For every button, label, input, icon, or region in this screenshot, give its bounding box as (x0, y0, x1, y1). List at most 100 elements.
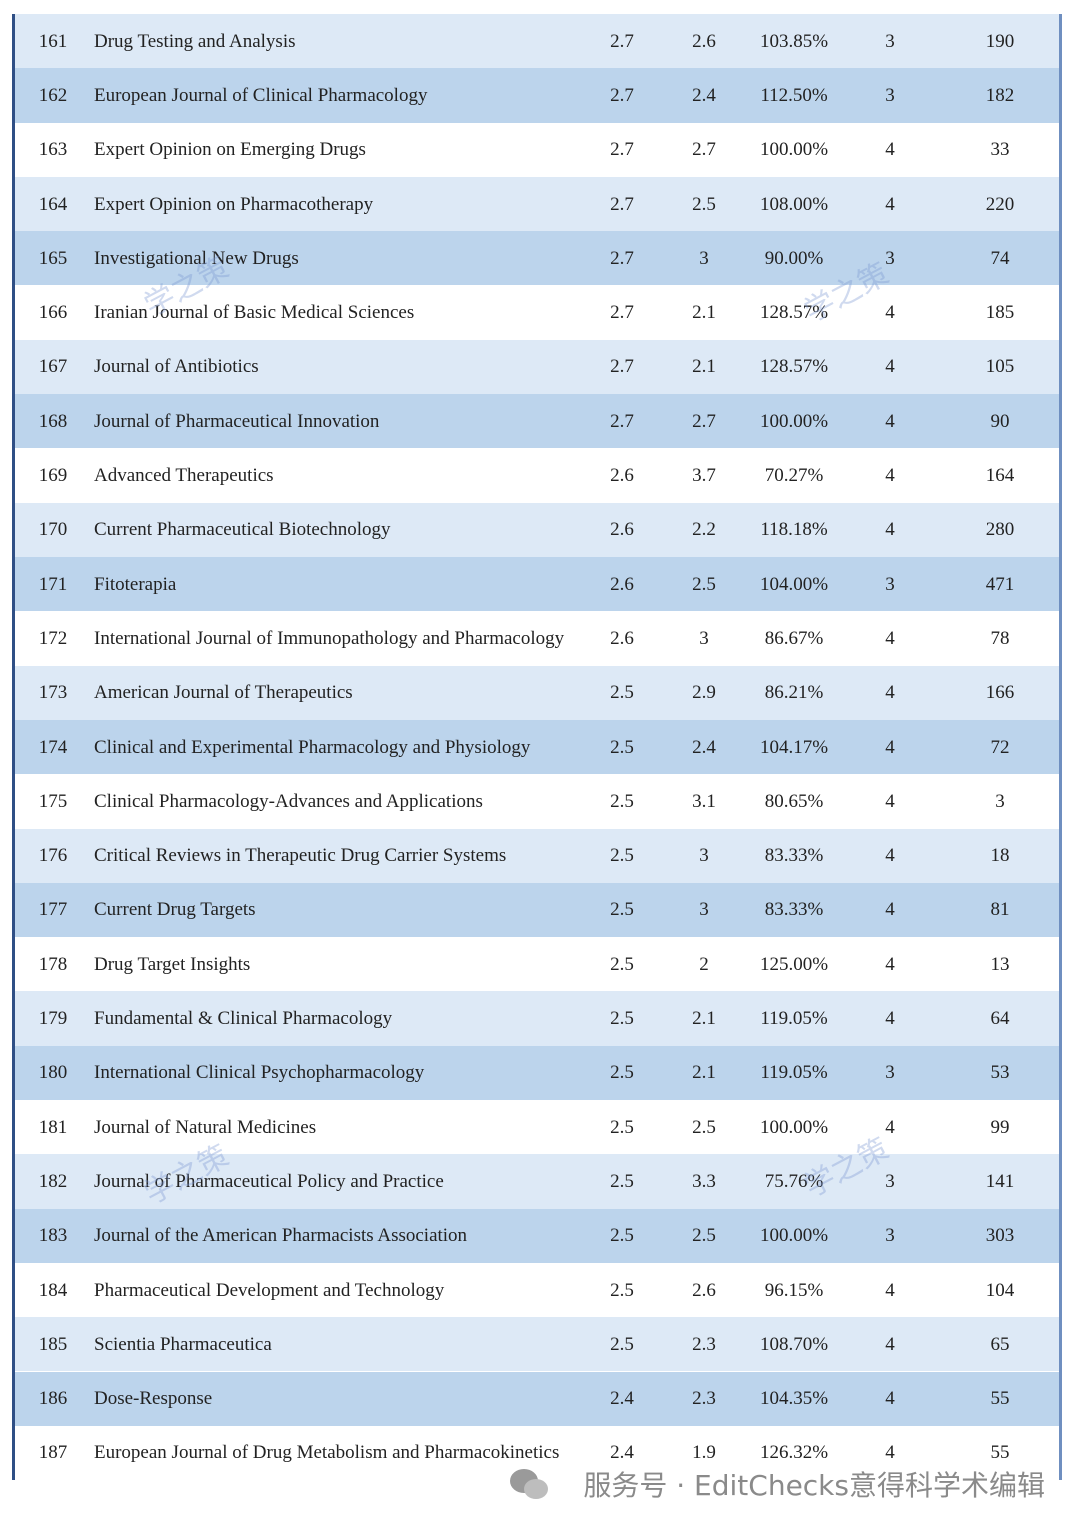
journal-name: Expert Opinion on Pharmacotherapy (94, 193, 374, 215)
rank: 175 (38, 790, 68, 812)
percent: 104.00% (759, 573, 829, 595)
journal-name: Clinical and Experimental Pharmacology a… (94, 736, 531, 758)
table-row: 187 European Journal of Drug Metabolism a… (15, 1425, 1060, 1481)
journal-name: International Journal of Immunopathology… (94, 627, 565, 649)
count: 90 (990, 410, 1010, 432)
count: 4 (885, 410, 895, 432)
percent: 119.05% (760, 1062, 828, 1084)
table-row: 168 Journal of Pharmaceutical Innovation 2… (15, 394, 1060, 449)
table-row: 169 Advanced Therapeutics 2.6 3.7 70.27% 4 164 (15, 448, 1060, 503)
table-row: 179 Fundamental & Clinical Pharmacology 2.… (15, 991, 1060, 1046)
count: 4 (885, 302, 895, 324)
value: 2.6 (692, 30, 716, 52)
rank: 173 (38, 682, 68, 704)
rank: 167 (38, 356, 68, 378)
count: 141 (985, 1170, 1015, 1192)
count: 190 (985, 30, 1015, 52)
table-row: 185 Scientia Pharmaceutica 2.5 2.3 108.70% 4 6… (15, 1317, 1060, 1372)
value: 2.3 (692, 1333, 716, 1355)
table-row: 161 Drug Testing and Analysis 2.7 2.6 103.85… (15, 14, 1060, 69)
table-row: 173 American Journal of Therapeutics 2.5 2.… (15, 665, 1060, 720)
value: 2.5 (610, 1279, 634, 1301)
journal-name: Iranian Journal of Basic Medical Science… (94, 302, 415, 324)
value: 2.5 (692, 1225, 716, 1247)
rank: 177 (38, 899, 68, 921)
value: 2.5 (610, 1116, 634, 1138)
count: 182 (985, 84, 1015, 106)
value: 3.1 (692, 790, 716, 812)
table-row: 180 International Clinical Psychopharmaco… (15, 1045, 1060, 1100)
count: 18 (990, 845, 1010, 867)
count: 3 (885, 30, 895, 52)
count: 105 (985, 356, 1015, 378)
journal-name: Fitoterapia (94, 573, 177, 595)
percent: 100.00% (759, 139, 829, 161)
count: 3 (885, 1170, 895, 1192)
percent: 104.35% (759, 1388, 829, 1410)
percent: 90.00% (764, 247, 824, 269)
value: 3 (699, 899, 709, 921)
value: 2.2 (692, 519, 716, 541)
rank: 165 (38, 247, 68, 269)
value: 2.5 (610, 682, 634, 704)
percent: 126.32% (759, 1442, 829, 1464)
table-row: 172 International Journal of Immunopathol… (15, 611, 1060, 666)
count: 4 (885, 1116, 895, 1138)
percent: 83.33% (764, 845, 824, 867)
rank: 185 (38, 1333, 68, 1355)
count: 99 (990, 1116, 1010, 1138)
count: 4 (885, 519, 895, 541)
count: 4 (885, 1442, 895, 1464)
value: 2.5 (692, 1116, 716, 1138)
count: 33 (990, 139, 1010, 161)
table-row: 178 Drug Target Insights 2.5 2 125.00% 4 13 (15, 937, 1060, 992)
value: 2.6 (692, 1279, 716, 1301)
count: 164 (985, 465, 1015, 487)
value: 2.5 (610, 1225, 634, 1247)
journal-name: Journal of Antibiotics (94, 356, 259, 378)
value: 2 (699, 953, 709, 975)
value: 3 (699, 845, 709, 867)
rank: 161 (38, 30, 68, 52)
percent: 112.50% (760, 84, 828, 106)
value: 2.5 (610, 1062, 634, 1084)
percent: 100.00% (759, 410, 829, 432)
rank: 183 (38, 1225, 68, 1247)
table-border (12, 14, 15, 1480)
count: 81 (990, 899, 1010, 921)
journal-name: Advanced Therapeutics (94, 465, 274, 487)
value: 3.3 (692, 1170, 716, 1192)
count: 280 (985, 519, 1015, 541)
value: 2.5 (610, 1333, 634, 1355)
value: 2.5 (610, 790, 634, 812)
count: 104 (985, 1279, 1015, 1301)
footer: 服务号 · EditChecks意得科学术编辑 (583, 1469, 1045, 1502)
value: 2.7 (610, 84, 634, 106)
percent: 118.18% (760, 519, 828, 541)
value: 2.4 (610, 1442, 634, 1464)
count: 55 (990, 1442, 1010, 1464)
value: 2.7 (692, 410, 716, 432)
journal-name: Journal of Natural Medicines (94, 1116, 317, 1138)
rank: 180 (38, 1062, 68, 1084)
journal-name: Clinical Pharmacology-Advances and Appli… (94, 790, 483, 812)
journal-name: Journal of Pharmaceutical Innovation (94, 410, 380, 432)
percent: 119.05% (760, 1008, 828, 1030)
table-row: 182 Journal of Pharmaceutical Policy and … (15, 1154, 1060, 1209)
percent: 125.00% (759, 953, 829, 975)
journal-name: Drug Testing and Analysis (94, 30, 296, 52)
count: 4 (885, 845, 895, 867)
percent: 104.17% (759, 736, 829, 758)
table-row: 165 Investigational New Drugs 2.7 3 90.00% 3 7… (15, 231, 1060, 286)
count: 13 (990, 953, 1010, 975)
percent: 86.21% (764, 682, 824, 704)
rank: 172 (38, 627, 68, 649)
count: 220 (985, 193, 1015, 215)
count: 4 (885, 1333, 895, 1355)
count: 4 (885, 356, 895, 378)
value: 2.7 (610, 410, 634, 432)
value: 2.3 (692, 1388, 716, 1410)
count: 3 (885, 573, 895, 595)
count: 4 (885, 465, 895, 487)
